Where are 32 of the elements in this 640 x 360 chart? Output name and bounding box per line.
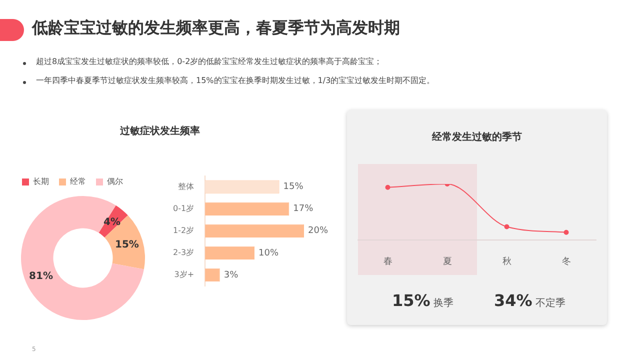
x-tick-label: 秋 xyxy=(502,256,512,267)
bar xyxy=(205,224,304,238)
y-tick-label: 整体 xyxy=(178,182,194,191)
y-tick-label: 3岁+ xyxy=(174,270,194,280)
legend-label: 经常 xyxy=(70,177,86,186)
x-tick-label: 冬 xyxy=(562,256,571,267)
text: 15% 换季 xyxy=(392,291,454,310)
data-label: 20% xyxy=(308,226,328,236)
text: 超过8成宝宝发生过敏症状的频率较低，0-2岁的低龄宝宝经常发生过敏症状的频率高于高龄宝宝； xyxy=(36,56,382,67)
chart-title: 过敏症状发生频率 xyxy=(119,124,201,138)
text: 一年四季中春夏季节过敏症状发生频率较高，15%的宝宝在换季时期发生过敏，1/3的宝宝过敏发生时期不固定。 xyxy=(36,75,435,86)
point xyxy=(504,224,510,230)
x-tick-label: 夏 xyxy=(442,256,452,267)
data-label: 81% xyxy=(29,271,53,282)
bar xyxy=(205,202,290,216)
y-tick-label: 2-3岁 xyxy=(172,248,194,258)
data-label: 15% xyxy=(115,239,139,250)
legend-label: 偶尔 xyxy=(107,177,123,186)
x-tick-label: 春 xyxy=(383,256,392,267)
legend-label: 长期 xyxy=(33,177,49,186)
data-label: 10% xyxy=(258,248,279,258)
y-tick-label: 1-2岁 xyxy=(172,226,194,235)
point xyxy=(564,230,569,235)
y-tick-label: 0-1岁 xyxy=(172,204,194,213)
point xyxy=(385,184,390,190)
text: 34% 不定季 xyxy=(494,291,566,310)
data-label: 15% xyxy=(283,182,304,192)
data-label: 17% xyxy=(293,204,314,214)
text: 低龄宝宝过敏的发生频率更高，春夏季节为高发时期 xyxy=(32,18,400,39)
chart-title: 经常发生过敏的季节 xyxy=(430,130,523,144)
data-label: 3% xyxy=(224,270,239,280)
bar xyxy=(205,246,255,260)
